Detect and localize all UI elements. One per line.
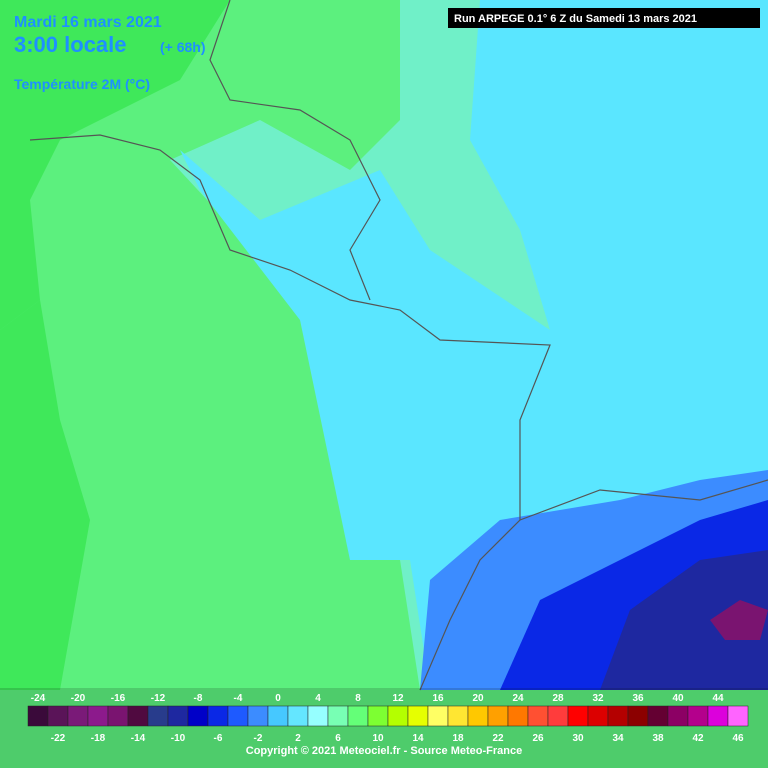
legend-swatch xyxy=(187,705,209,727)
legend-label: -18 xyxy=(91,733,106,744)
zone-coldest xyxy=(600,550,768,690)
legend-swatch xyxy=(307,705,329,727)
run-box xyxy=(448,8,760,28)
legend-label: 28 xyxy=(552,693,564,704)
legend-label: 22 xyxy=(492,733,504,744)
legend-label: 10 xyxy=(372,733,384,744)
legend-label: 18 xyxy=(452,733,464,744)
legend-label: -2 xyxy=(254,733,263,744)
legend-swatch xyxy=(587,705,609,727)
legend-label: 16 xyxy=(432,693,444,704)
legend-swatch xyxy=(367,705,389,727)
legend-swatch xyxy=(607,705,629,727)
legend-swatch xyxy=(287,705,309,727)
zone-green xyxy=(0,0,230,330)
legend-label: 36 xyxy=(632,693,644,704)
legend-swatch xyxy=(427,705,449,727)
legend-swatch xyxy=(27,705,49,727)
legend-swatch xyxy=(527,705,549,727)
legend-swatch xyxy=(407,705,429,727)
legend-label: 42 xyxy=(692,733,704,744)
legend-label: 6 xyxy=(335,733,341,744)
zone-peak xyxy=(710,600,768,640)
legend-swatch xyxy=(707,705,729,727)
legend-swatch xyxy=(167,705,189,727)
legend-swatch xyxy=(147,705,169,727)
border xyxy=(519,479,768,521)
legend-label: 44 xyxy=(712,693,724,704)
legend-label: -12 xyxy=(151,693,166,704)
time: 3:00 locale xyxy=(14,32,127,57)
border xyxy=(29,134,551,691)
legend-swatch xyxy=(647,705,669,727)
legend-label: 14 xyxy=(412,733,424,744)
legend-swatch xyxy=(327,705,349,727)
legend-label: -8 xyxy=(194,693,203,704)
legend-shade xyxy=(0,688,768,768)
legend-swatch xyxy=(67,705,89,727)
legend-label: -24 xyxy=(31,693,46,704)
legend-label: 24 xyxy=(512,693,524,704)
legend-label: -4 xyxy=(234,693,243,704)
legend-swatch xyxy=(687,705,709,727)
run-info: Run ARPEGE 0.1° 6 Z du Samedi 13 mars 20… xyxy=(454,13,697,25)
legend-swatch xyxy=(667,705,689,727)
legend-swatch xyxy=(547,705,569,727)
legend-swatch xyxy=(227,705,249,727)
legend-swatch xyxy=(567,705,589,727)
offset: (+ 68h) xyxy=(160,39,206,55)
legend-swatch xyxy=(627,705,649,727)
legend-label: 2 xyxy=(295,733,301,744)
legend-label: 30 xyxy=(572,733,584,744)
legend-swatch xyxy=(487,705,509,727)
legend-label: 4 xyxy=(315,693,321,704)
legend-swatch xyxy=(247,705,269,727)
legend-label: -6 xyxy=(214,733,223,744)
legend-label: -20 xyxy=(71,693,86,704)
legend-swatch xyxy=(87,705,109,727)
legend-swatch xyxy=(467,705,489,727)
legend-label: 8 xyxy=(355,693,361,704)
legend-label: 20 xyxy=(472,693,484,704)
legend-swatch xyxy=(387,705,409,727)
parameter: Température 2M (°C) xyxy=(14,76,150,92)
legend-swatch xyxy=(207,705,229,727)
legend-label: -16 xyxy=(111,693,126,704)
borders xyxy=(29,0,768,691)
legend-label: 46 xyxy=(732,733,744,744)
legend-label: 38 xyxy=(652,733,664,744)
copyright: Copyright © 2021 Meteociel.fr - Source M… xyxy=(246,745,522,757)
date: Mardi 16 mars 2021 xyxy=(14,14,162,31)
legend-swatch xyxy=(127,705,149,727)
legend-label: 26 xyxy=(532,733,544,744)
zone-green xyxy=(0,300,90,690)
legend-swatch xyxy=(107,705,129,727)
legend-swatch xyxy=(727,705,749,727)
legend-swatch xyxy=(47,705,69,727)
legend-label: 12 xyxy=(392,693,404,704)
legend-label: 0 xyxy=(275,693,281,704)
legend-swatch xyxy=(447,705,469,727)
legend-label: -10 xyxy=(171,733,186,744)
legend-label: -14 xyxy=(131,733,146,744)
border xyxy=(209,0,381,301)
legend-label: -22 xyxy=(51,733,66,744)
legend: -24-22-20-18-16-14-12-10-8-6-4-202468101… xyxy=(27,693,749,744)
legend-label: 34 xyxy=(612,733,624,744)
legend-swatch xyxy=(347,705,369,727)
legend-label: 32 xyxy=(592,693,604,704)
legend-label: 40 xyxy=(672,693,684,704)
legend-swatch xyxy=(507,705,529,727)
legend-swatch xyxy=(267,705,289,727)
